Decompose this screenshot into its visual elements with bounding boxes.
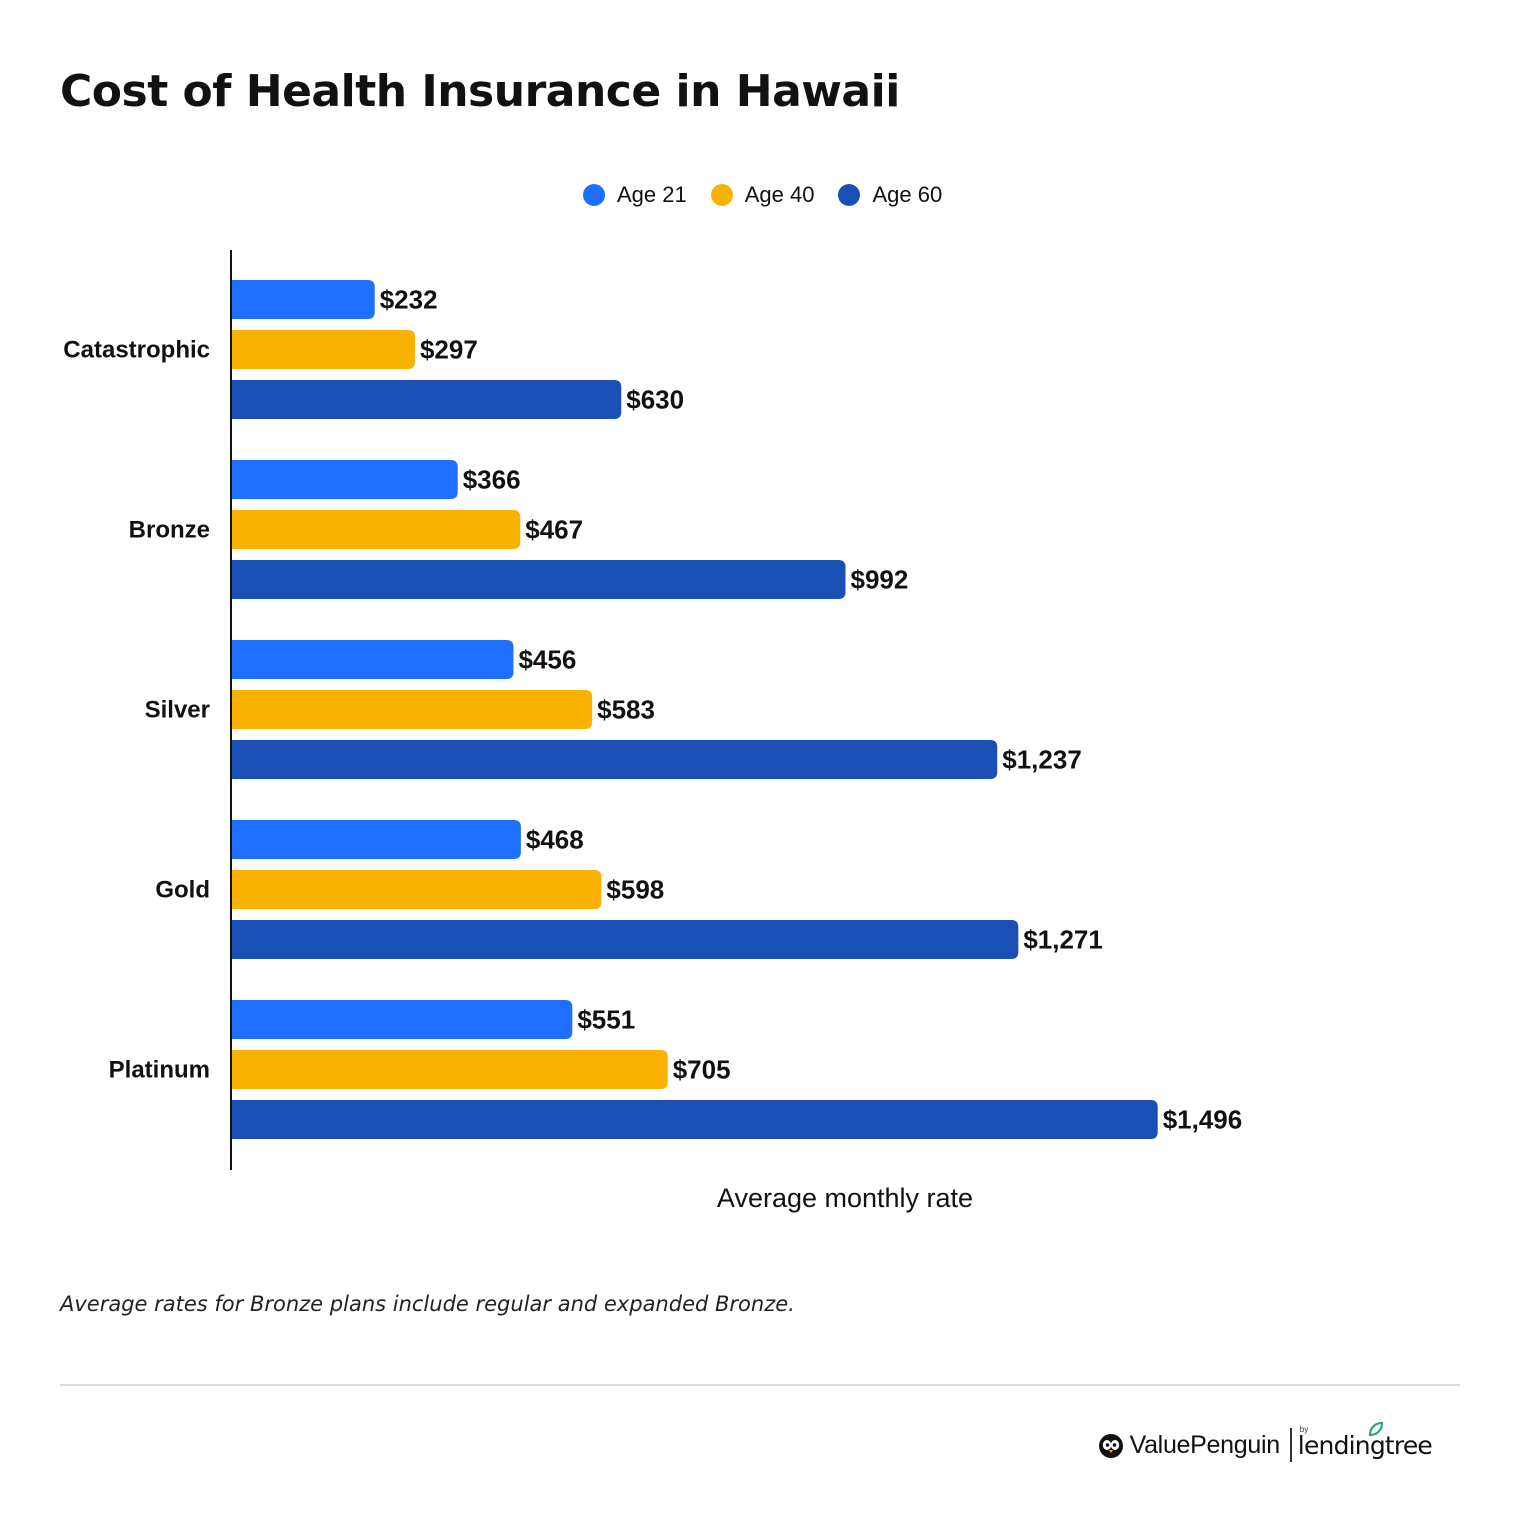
value-label-gold-age-60: $1,271 — [1023, 925, 1103, 955]
legend-label-age-60: Age 60 — [872, 182, 943, 207]
bar-gold-age-40 — [231, 870, 602, 909]
bar-platinum-age-40 — [231, 1050, 668, 1089]
legend-item-age-21: Age 21 — [583, 182, 687, 208]
category-label-platinum: Platinum — [109, 1057, 210, 1084]
bar-chart: Catastrophic $232 $297 $630 Bronze $366$467 $9… — [63, 250, 1243, 1213]
bar-catastrophic-age-40 — [231, 330, 415, 369]
brand-valuepenguin: ValuePenguin — [1129, 1430, 1281, 1459]
bar-silver-age-40 — [231, 690, 593, 729]
value-label-silver-age-40: $583 — [597, 695, 655, 725]
value-label-bronze-age-40: $467 — [525, 515, 583, 545]
bar-gold-age-21 — [231, 820, 521, 859]
bar-gold-age-60 — [231, 920, 1019, 959]
divider — [60, 1384, 1460, 1386]
brand-lendingtree: lendingtree — [1297, 1430, 1433, 1460]
value-label-bronze-age-21: $366 — [463, 465, 521, 495]
value-label-platinum-age-60: $1,496 — [1163, 1105, 1243, 1135]
legend-label-age-21: Age 21 — [617, 182, 687, 207]
category-label-catastrophic: Catastrophic — [63, 337, 210, 364]
category-label-silver: Silver — [145, 697, 210, 724]
bar-bronze-age-60 — [231, 560, 846, 599]
value-label-catastrophic-age-40: $297 — [420, 335, 478, 365]
bar-catastrophic-age-60 — [231, 380, 622, 419]
legend: Age 21 Age 40 Age 60 — [583, 182, 966, 208]
value-label-bronze-age-60: $992 — [850, 565, 908, 595]
brand-separator — [1289, 1428, 1292, 1462]
legend-swatch-age-60 — [838, 184, 861, 206]
penguin-icon — [1098, 1434, 1123, 1458]
value-label-silver-age-21: $456 — [518, 645, 576, 675]
bar-bronze-age-21 — [231, 460, 458, 499]
leaf-icon — [1368, 1421, 1384, 1436]
bar-catastrophic-age-21 — [231, 280, 375, 319]
value-label-platinum-age-21: $551 — [577, 1005, 635, 1035]
chart-title: Cost of Health Insurance in Hawaii — [60, 66, 900, 117]
legend-item-age-60: Age 60 — [838, 182, 942, 208]
brand-lendingtree-wrap: by lendingtree — [1297, 1421, 1433, 1460]
bar-silver-age-60 — [231, 740, 998, 779]
brand-logo: ValuePenguin by lendingtree — [1098, 1421, 1433, 1462]
x-axis-title: Average monthly rate — [717, 1183, 973, 1213]
legend-label-age-40: Age 40 — [744, 182, 815, 207]
value-label-gold-age-40: $598 — [606, 875, 664, 905]
legend-swatch-age-21 — [583, 184, 605, 206]
legend-swatch-age-40 — [710, 184, 733, 206]
bar-silver-age-21 — [231, 640, 514, 679]
category-label-bronze: Bronze — [129, 517, 210, 544]
bar-platinum-age-21 — [231, 1000, 573, 1039]
brand-by: by — [1299, 1424, 1309, 1434]
footnote: Average rates for Bronze plans include r… — [60, 1292, 795, 1316]
value-label-platinum-age-40: $705 — [673, 1055, 731, 1085]
legend-item-age-40: Age 40 — [710, 182, 815, 208]
bar-platinum-age-60 — [231, 1100, 1158, 1139]
value-label-catastrophic-age-60: $630 — [626, 385, 684, 415]
bar-bronze-age-40 — [231, 510, 521, 549]
value-label-silver-age-60: $1,237 — [1002, 745, 1082, 775]
value-label-catastrophic-age-21: $232 — [380, 285, 438, 315]
category-label-gold: Gold — [155, 877, 210, 904]
value-label-gold-age-21: $468 — [526, 825, 584, 855]
